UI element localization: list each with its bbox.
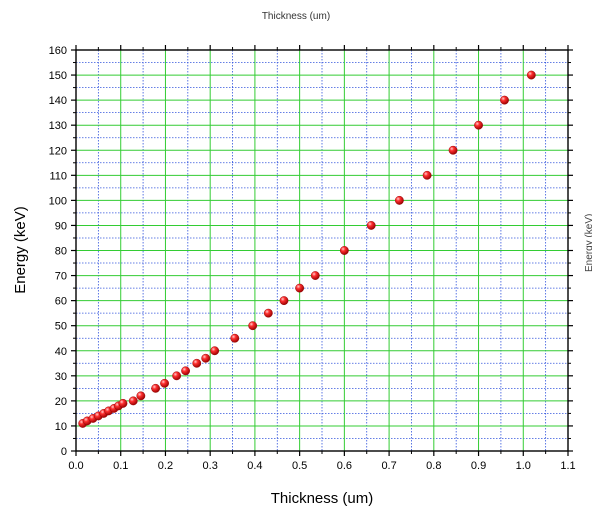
x-tick-label: 0.6 <box>337 460 352 472</box>
x-tick-label: 1.0 <box>516 460 531 472</box>
data-point <box>192 358 202 368</box>
data-point <box>339 246 349 255</box>
data-point <box>295 283 305 293</box>
right-axis-label: Energy (keV) <box>584 213 592 272</box>
y-axis-label: Energy (keV) <box>12 206 29 294</box>
data-point <box>136 391 146 401</box>
data-point <box>394 195 404 205</box>
data-point <box>279 296 289 306</box>
y-tick-label: 160 <box>49 45 67 57</box>
y-tick-label: 120 <box>49 145 67 157</box>
data-point <box>172 371 182 381</box>
data-point <box>526 70 536 80</box>
data-point <box>474 120 483 130</box>
x-tick-label: 0.0 <box>68 460 83 472</box>
data-point <box>310 271 320 280</box>
x-tick-label: 1.1 <box>560 460 575 472</box>
data-point <box>181 366 190 376</box>
data-point <box>160 378 169 388</box>
y-tick-label: 130 <box>49 120 67 132</box>
x-tick-label: 0.7 <box>381 460 396 472</box>
data-point <box>210 346 220 356</box>
y-tick-label: 150 <box>49 70 67 82</box>
y-tick-label: 40 <box>55 346 67 358</box>
x-tick-label: 0.5 <box>292 460 307 472</box>
x-tick-label: 0.1 <box>113 460 128 472</box>
x-tick-label: 0.3 <box>203 460 218 472</box>
y-tick-label: 70 <box>55 271 67 283</box>
y-tick-label: 80 <box>55 246 67 258</box>
y-tick-label: 60 <box>55 296 67 308</box>
data-point <box>500 95 509 105</box>
y-tick-label: 20 <box>55 396 67 408</box>
y-tick-label: 30 <box>55 371 67 383</box>
y-tick-label: 100 <box>49 195 67 207</box>
data-point <box>230 333 240 343</box>
x-tick-label: 0.8 <box>426 460 441 472</box>
y-tick-label: 10 <box>55 421 67 433</box>
x-axis-label: Thickness (um) <box>271 490 374 506</box>
x-tick-label: 0.4 <box>247 460 262 472</box>
data-point <box>448 145 458 155</box>
x-tick-label: 0.9 <box>471 460 486 472</box>
data-point <box>128 396 138 406</box>
y-tick-label: 110 <box>49 170 67 182</box>
y-tick-label: 140 <box>49 95 67 107</box>
data-point <box>263 308 273 318</box>
y-tick-label: 50 <box>55 321 67 333</box>
data-point <box>422 170 432 180</box>
data-point <box>366 221 376 230</box>
data-point <box>151 383 161 393</box>
y-tick-label: 0 <box>61 446 67 458</box>
data-point <box>201 353 211 363</box>
y-tick-label: 90 <box>55 220 67 232</box>
data-point <box>248 321 258 331</box>
data-point <box>118 398 128 408</box>
x-tick-label: 0.2 <box>158 460 173 472</box>
top-axis-label: Thickness (um) <box>261 11 331 22</box>
